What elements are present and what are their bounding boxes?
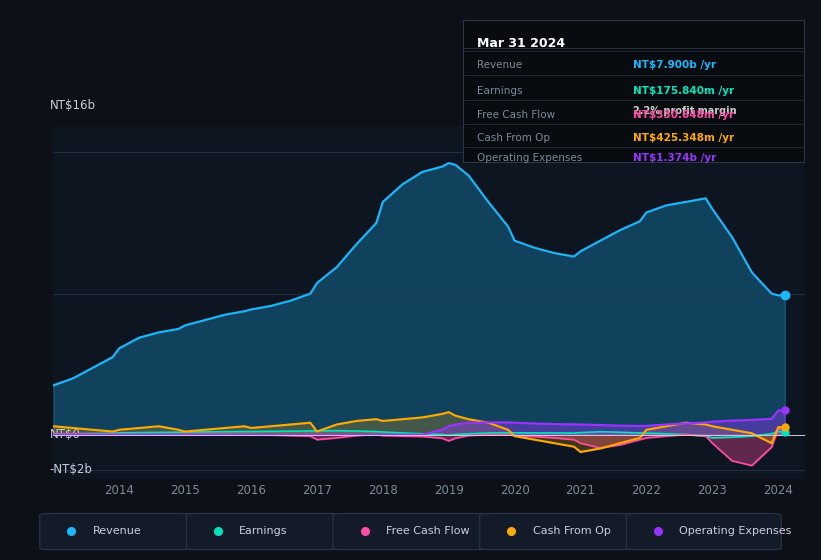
Text: NT$1.374b /yr: NT$1.374b /yr — [634, 153, 717, 163]
Text: Free Cash Flow: Free Cash Flow — [386, 526, 470, 535]
Text: Revenue: Revenue — [477, 60, 522, 71]
Text: Cash From Op: Cash From Op — [533, 526, 611, 535]
Text: NT$425.348m /yr: NT$425.348m /yr — [634, 133, 735, 143]
Text: NT$16b: NT$16b — [49, 99, 95, 112]
Text: Operating Expenses: Operating Expenses — [679, 526, 791, 535]
FancyBboxPatch shape — [186, 514, 342, 550]
Text: 2.2% profit margin: 2.2% profit margin — [634, 106, 737, 116]
Text: NT$175.840m /yr: NT$175.840m /yr — [634, 86, 735, 96]
FancyBboxPatch shape — [39, 514, 195, 550]
Text: NT$7.900b /yr: NT$7.900b /yr — [634, 60, 717, 71]
FancyBboxPatch shape — [479, 514, 635, 550]
Text: Operating Expenses: Operating Expenses — [477, 153, 582, 163]
FancyBboxPatch shape — [626, 514, 782, 550]
Text: NT$330.648m /yr: NT$330.648m /yr — [634, 110, 735, 120]
Text: Earnings: Earnings — [239, 526, 288, 535]
Text: Mar 31 2024: Mar 31 2024 — [477, 37, 565, 50]
FancyBboxPatch shape — [333, 514, 488, 550]
Text: -NT$2b: -NT$2b — [49, 464, 93, 477]
Text: Free Cash Flow: Free Cash Flow — [477, 110, 555, 120]
Text: Cash From Op: Cash From Op — [477, 133, 550, 143]
Text: NT$0: NT$0 — [49, 428, 80, 441]
Text: Earnings: Earnings — [477, 86, 522, 96]
Text: Revenue: Revenue — [93, 526, 141, 535]
